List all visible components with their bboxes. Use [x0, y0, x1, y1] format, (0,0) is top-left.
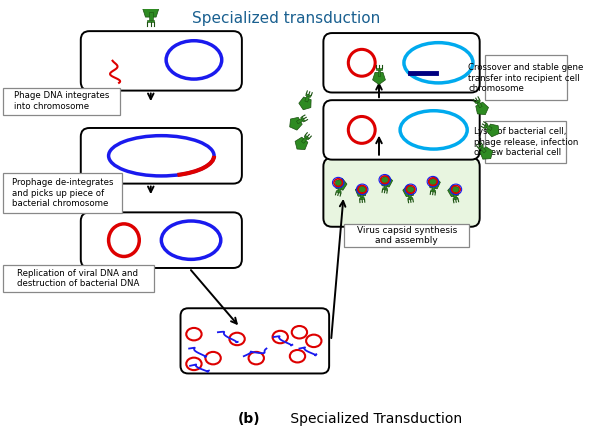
Polygon shape	[336, 179, 347, 190]
Polygon shape	[408, 193, 411, 198]
Polygon shape	[486, 125, 492, 130]
FancyBboxPatch shape	[181, 308, 329, 373]
Text: Specialized transduction: Specialized transduction	[192, 11, 380, 26]
Polygon shape	[381, 175, 392, 187]
Polygon shape	[301, 117, 305, 122]
FancyBboxPatch shape	[81, 212, 242, 268]
Polygon shape	[382, 188, 388, 191]
Polygon shape	[384, 183, 388, 188]
Polygon shape	[430, 190, 436, 192]
Polygon shape	[448, 185, 459, 197]
Text: Lysis of bacterial cell,
phage release, infection
of new bacterial cell: Lysis of bacterial cell, phage release, …	[474, 127, 578, 157]
Polygon shape	[476, 102, 488, 114]
Polygon shape	[478, 145, 484, 149]
Polygon shape	[487, 124, 499, 137]
FancyBboxPatch shape	[323, 33, 480, 92]
Polygon shape	[403, 185, 414, 197]
Polygon shape	[359, 198, 365, 200]
Polygon shape	[475, 99, 481, 104]
Polygon shape	[378, 70, 381, 76]
Text: (b): (b)	[238, 412, 261, 427]
Polygon shape	[149, 12, 153, 20]
Polygon shape	[336, 191, 342, 193]
Polygon shape	[453, 197, 458, 200]
Polygon shape	[429, 177, 440, 189]
Polygon shape	[432, 185, 435, 191]
Polygon shape	[477, 102, 482, 108]
Text: Prophage de-integrates
and picks up piece of
bacterial chromosome: Prophage de-integrates and picks up piec…	[12, 178, 113, 208]
Polygon shape	[337, 186, 342, 191]
FancyBboxPatch shape	[485, 55, 567, 100]
Polygon shape	[297, 118, 303, 124]
Polygon shape	[305, 96, 310, 102]
Polygon shape	[142, 1, 159, 17]
Polygon shape	[408, 198, 413, 200]
Text: Virus capsid synthesis
and assembly: Virus capsid synthesis and assembly	[357, 226, 457, 245]
Text: Crossover and stable gene
transfer into recipient cell
chromosome: Crossover and stable gene transfer into …	[468, 63, 583, 93]
Polygon shape	[360, 193, 363, 198]
FancyBboxPatch shape	[3, 88, 120, 114]
Polygon shape	[481, 147, 486, 153]
FancyBboxPatch shape	[323, 100, 480, 160]
Polygon shape	[377, 69, 382, 70]
Text: Phage DNA integrates
into chromosome: Phage DNA integrates into chromosome	[14, 91, 110, 111]
FancyBboxPatch shape	[485, 121, 566, 164]
FancyBboxPatch shape	[81, 31, 242, 91]
Text: Specialized Transduction: Specialized Transduction	[286, 412, 462, 427]
Polygon shape	[372, 72, 385, 84]
FancyBboxPatch shape	[81, 128, 242, 183]
Polygon shape	[301, 137, 307, 143]
Polygon shape	[304, 135, 310, 140]
Polygon shape	[289, 118, 303, 130]
Polygon shape	[355, 185, 367, 196]
Polygon shape	[295, 137, 308, 149]
Text: Replication of viral DNA and
destruction of bacterial DNA: Replication of viral DNA and destruction…	[17, 269, 139, 288]
FancyBboxPatch shape	[345, 224, 469, 247]
Polygon shape	[147, 20, 155, 23]
Polygon shape	[299, 97, 311, 110]
Polygon shape	[453, 193, 456, 198]
Polygon shape	[480, 147, 493, 159]
FancyBboxPatch shape	[323, 158, 480, 227]
Polygon shape	[305, 94, 311, 97]
Polygon shape	[484, 123, 488, 129]
FancyBboxPatch shape	[3, 265, 154, 292]
FancyBboxPatch shape	[3, 173, 122, 213]
